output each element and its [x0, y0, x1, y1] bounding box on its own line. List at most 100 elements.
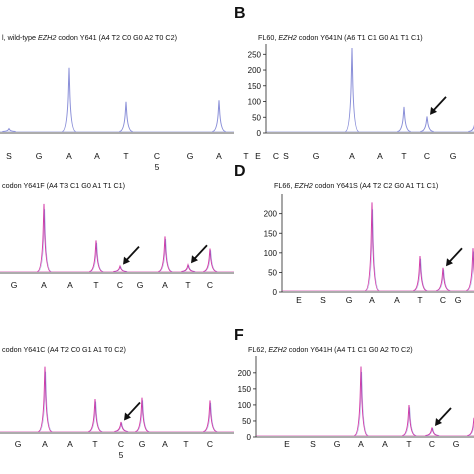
title-prefix: FL60, [258, 33, 278, 42]
base-call-label: A [67, 439, 73, 449]
base-call-label: E [284, 439, 290, 449]
y-tick-label: 0 [247, 433, 252, 442]
arrow-head [430, 106, 437, 115]
title-prefix: codon Y641C (A4 T2 C0 G1 A1 T0 C2) [2, 345, 126, 354]
y-tick-label: 150 [248, 82, 262, 91]
panel-letter: F [234, 327, 244, 344]
trace-peak-overlay [366, 209, 380, 291]
base-call-label: T [243, 151, 248, 161]
panel-title: FL66, EZH2 codon Y641S (A4 T2 C2 G0 A1 T… [274, 181, 438, 190]
base-call-label: A [394, 295, 400, 305]
base-call-label: S [6, 151, 12, 161]
panel-letter: D [234, 163, 246, 180]
base-call-label: C [440, 295, 446, 305]
y-tick-label: 100 [264, 249, 278, 258]
arrow-shaft [125, 245, 140, 262]
base-call-label: E [255, 151, 261, 161]
base-call-label: A [42, 439, 48, 449]
trace-peak [468, 124, 474, 132]
chart-panel-a: l, wild-type EZH2 codon Y641 (A4 T2 C0 G… [0, 33, 279, 172]
trace-peak-overlay [414, 258, 428, 291]
trace-peak-overlay [136, 400, 150, 432]
trace-peak [89, 240, 103, 272]
title-prefix: FL66, [274, 181, 294, 190]
base-call-label: A [66, 151, 72, 161]
trace-peak-overlay [90, 242, 104, 272]
trace-peak-overlay [39, 371, 53, 432]
base-call-label: C [118, 439, 124, 449]
base-call-label: C [429, 439, 435, 449]
base-call-label: G [11, 280, 18, 290]
trace-peak [467, 417, 474, 436]
base-call-label: S [283, 151, 289, 161]
trace-peak [181, 262, 195, 272]
pointer-arrow [123, 245, 140, 265]
panel-title: FL60, EZH2 codon Y641N (A6 T1 C1 G0 A1 T… [258, 33, 423, 42]
base-call-label: A [67, 280, 73, 290]
trace-peak-overlay [38, 209, 52, 272]
base-call-label: G [187, 151, 194, 161]
base-call-label: G [139, 439, 146, 449]
y-tick-label: 50 [252, 113, 261, 122]
trace-peak-overlay [426, 427, 440, 436]
base-call-label: G [346, 295, 353, 305]
base-call-label: C [273, 151, 279, 161]
chart-panel-c: codon Y641F (A4 T3 C1 G0 A1 T1 C1) G A A T C G… [0, 181, 234, 290]
trace-peak [135, 397, 149, 432]
base-call-label: A [162, 280, 168, 290]
base-call-label: T [92, 439, 97, 449]
trace-peak [37, 203, 51, 272]
arrow-head [446, 258, 453, 267]
trace-peak [158, 236, 172, 272]
trace-peak [466, 248, 474, 291]
trace-peak [413, 256, 427, 291]
base-call-label: A [358, 439, 364, 449]
base-call-label: T [123, 151, 128, 161]
y-tick-label: 0 [273, 288, 278, 297]
title-prefix: FL62, [248, 345, 268, 354]
base-call-label: T [417, 295, 422, 305]
base-call-label: G [15, 439, 22, 449]
arrow-shaft [432, 96, 447, 112]
base-call-label: T [401, 151, 406, 161]
base-call-label: A [41, 280, 47, 290]
panel-title: l, wild-type EZH2 codon Y641 (A4 T2 C0 G… [2, 33, 177, 42]
arrow-head [435, 417, 442, 426]
y-tick-label: 200 [248, 66, 262, 75]
title-prefix: l, wild-type [2, 33, 38, 42]
y-tick-label: 150 [264, 229, 278, 238]
panel-letter: B [234, 5, 246, 22]
base-call-label: A [349, 151, 355, 161]
trace-peak [114, 421, 128, 432]
trace-peak [119, 101, 133, 132]
y-tick-label: 250 [248, 50, 262, 59]
pointer-arrow [191, 244, 208, 264]
title-gene: EZH2 [294, 181, 312, 190]
panel-title: codon Y641F (A4 T3 C1 G0 A1 T1 C1) [2, 181, 125, 190]
base-call-label: G [334, 439, 341, 449]
base-call-label: A [216, 151, 222, 161]
base-call-label: T [183, 439, 188, 449]
title-suffix: codon Y641S (A4 T2 C2 G0 A1 T1 C1) [313, 181, 438, 190]
base-call-label: S [320, 295, 326, 305]
base-position-label: 5 [119, 450, 124, 460]
y-tick-label: 0 [257, 129, 262, 138]
arrow-shaft [437, 407, 452, 423]
trace-peak [420, 116, 434, 132]
trace-peak [436, 267, 450, 291]
pointer-arrow [124, 401, 141, 421]
base-call-label: G [137, 280, 144, 290]
trace-peak [402, 404, 416, 436]
trace-peak-overlay [468, 423, 474, 436]
base-call-label: A [382, 439, 388, 449]
base-call-label: G [450, 151, 457, 161]
trace-peak [212, 100, 226, 132]
trace-peak-overlay [355, 372, 369, 436]
base-call-label: A [369, 295, 375, 305]
trace-peak-overlay [114, 265, 128, 272]
base-call-label: C [117, 280, 123, 290]
trace-peak [397, 106, 411, 132]
arrow-head [124, 412, 131, 421]
arrow-shaft [193, 244, 208, 260]
